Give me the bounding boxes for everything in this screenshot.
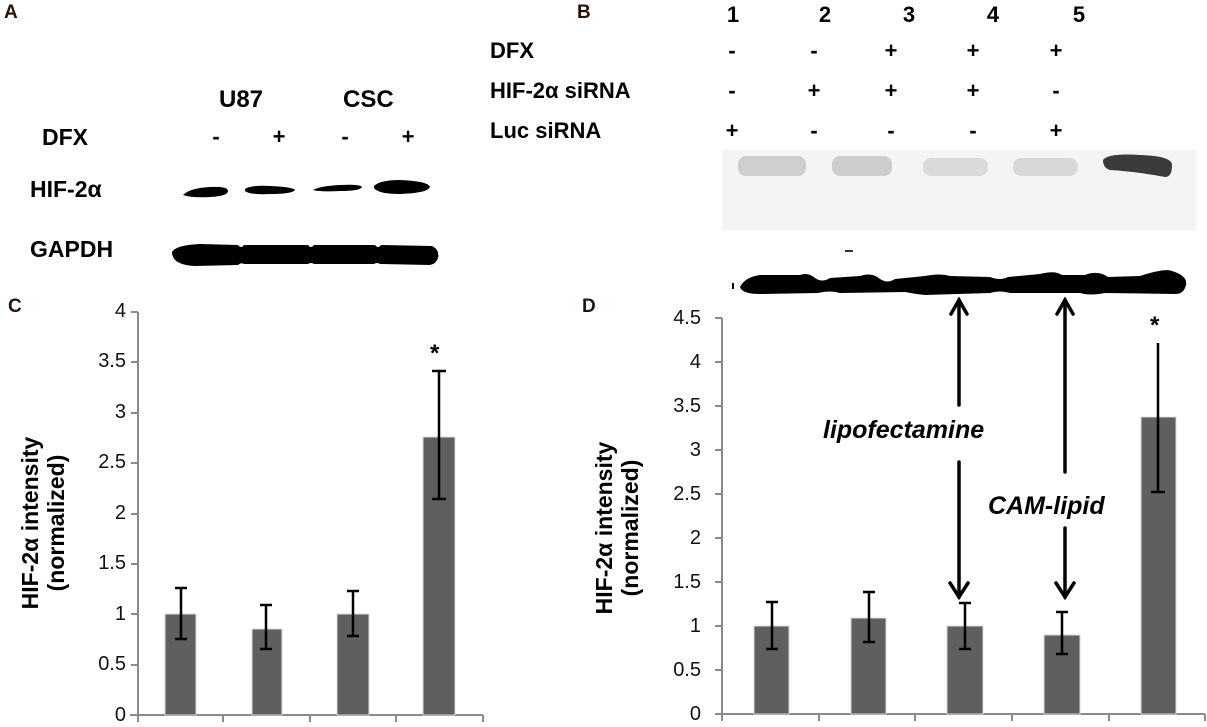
b-dfx-sign-3: +: [884, 38, 898, 63]
panel-label-d: D: [582, 296, 596, 317]
b-dfx-sign-2: -: [810, 38, 818, 63]
chart-d-error-bars: [766, 343, 1165, 656]
b-luc-sign-3: -: [887, 118, 895, 143]
d-ytick: 3: [689, 439, 701, 461]
lane-number-3: 3: [902, 2, 916, 27]
row-label-b-dfx: DFX: [490, 38, 534, 63]
chart-d-bars: [753, 416, 1177, 715]
chart-d-significance-star: *: [1150, 312, 1160, 339]
dfx-sign-lane-4: +: [401, 124, 415, 149]
arrow-lipofectamine: [948, 296, 970, 601]
c-ytick: 3.5: [98, 350, 126, 372]
panel-label-c: C: [8, 296, 22, 317]
d-ytick: 3.5: [673, 395, 701, 417]
d-ytick: 2: [689, 527, 701, 549]
row-label-hif2a: HIF-2α: [30, 176, 102, 202]
lane-number-5: 5: [1072, 2, 1086, 27]
b-dfx-sign-1: -: [728, 38, 736, 63]
row-label-b-hif-sirna: HIF-2α siRNA: [490, 78, 631, 103]
b-hif-sign-2: +: [807, 78, 821, 103]
d-ytick: 0.5: [673, 659, 701, 681]
dfx-sign-lane-2: +: [272, 124, 286, 149]
c-ytick: 2: [114, 502, 126, 524]
c-ytick: 1.5: [98, 552, 126, 574]
b-luc-sign-1: +: [725, 118, 739, 143]
panel-label-b: B: [577, 2, 591, 23]
c-ytick: 2.5: [98, 451, 126, 473]
row-label-dfx: DFX: [42, 124, 88, 150]
group-label-u87: U87: [219, 86, 264, 113]
row-label-b-luc-sirna: Luc siRNA: [490, 118, 602, 143]
lane-number-1: 1: [726, 2, 740, 27]
lane-number-4: 4: [986, 2, 1000, 27]
c-ytick: 1: [114, 603, 126, 625]
chart-c-significance-star: *: [430, 340, 440, 367]
c-ytick: 0: [114, 704, 126, 726]
dfx-sign-lane-3: -: [341, 124, 349, 149]
b-dfx-sign-4: +: [966, 38, 980, 63]
b-hif-sign-3: +: [884, 78, 898, 103]
stray-mark: [845, 250, 853, 252]
chart-c-bars: [164, 436, 456, 716]
panel-a-gapdh-band: [172, 244, 439, 266]
annotation-lipofectamine: lipofectamine: [823, 416, 985, 444]
b-hif-sign-4: +: [966, 78, 980, 103]
b-hif-sign-1: -: [728, 78, 736, 103]
d-ytick: 4: [689, 351, 701, 373]
d-ytick: 1.5: [673, 571, 701, 593]
panel-a-hif2a-bands: [183, 180, 430, 198]
b-luc-sign-2: -: [810, 118, 818, 143]
d-ytick: 4.5: [673, 307, 701, 329]
b-luc-sign-4: -: [969, 118, 977, 143]
c-ytick: 4: [114, 300, 126, 322]
d-ytick: 1: [689, 615, 701, 637]
d-ytick: 2.5: [673, 483, 701, 505]
panel-b-hif2a-bands: [738, 154, 1172, 177]
panel-b-loading-band: [740, 270, 1187, 295]
lane-number-2: 2: [818, 2, 832, 27]
arrow-cam-lipid: [1054, 296, 1076, 601]
b-dfx-sign-5: +: [1049, 38, 1063, 63]
d-ytick: 0: [689, 703, 701, 725]
panel-label-a: A: [4, 2, 18, 23]
dfx-sign-lane-1: -: [212, 124, 220, 149]
b-luc-sign-5: +: [1049, 118, 1063, 143]
annotation-cam-lipid: CAM-lipid: [988, 492, 1105, 520]
group-label-csc: CSC: [343, 86, 394, 113]
chart-c-error-bars: [175, 369, 446, 651]
c-ytick: 0.5: [98, 653, 126, 675]
b-hif-sign-5: -: [1052, 78, 1060, 103]
c-ytick: 3: [114, 401, 126, 423]
row-label-gapdh: GAPDH: [30, 236, 114, 262]
